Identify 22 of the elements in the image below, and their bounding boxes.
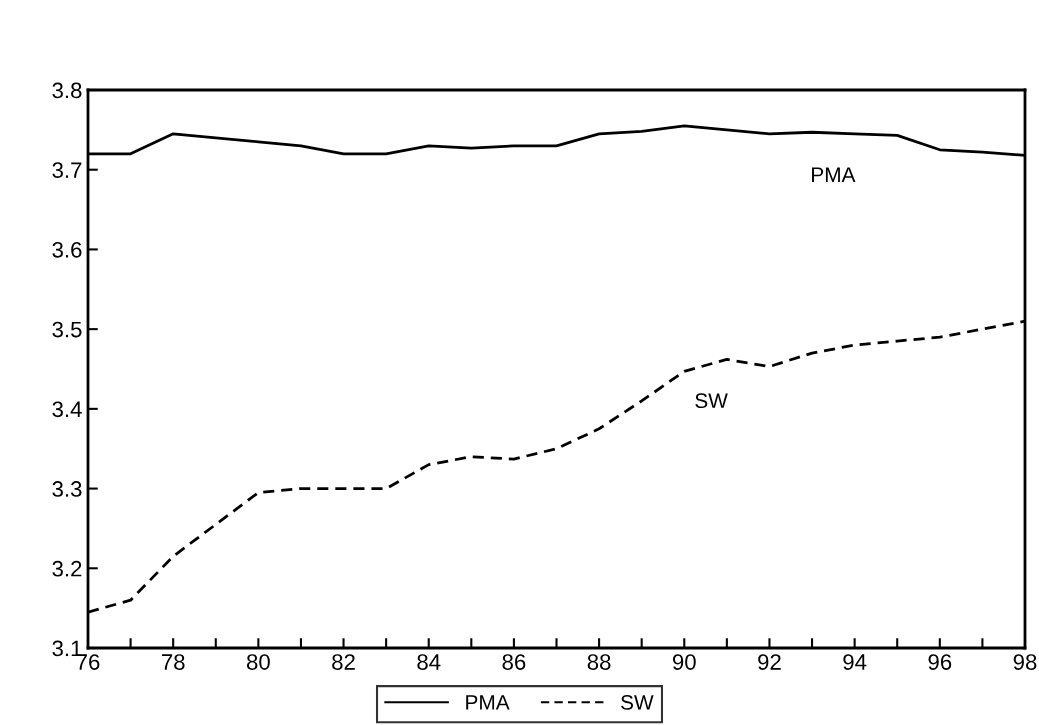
x-tick-label: 88 <box>587 654 611 670</box>
y-tick-label: 3.5 <box>52 321 82 338</box>
annotation: SW <box>695 393 728 409</box>
x-tick-label: 80 <box>246 654 270 670</box>
y-tick-label: 3.4 <box>52 401 82 418</box>
x-tick-label: 90 <box>672 654 696 670</box>
annotation: PMA <box>812 167 856 182</box>
legend-label: PMA <box>466 695 510 710</box>
x-tick-label: 98 <box>1013 654 1037 670</box>
y-tick-label: 3.2 <box>52 560 82 577</box>
x-tick-label: 86 <box>502 654 526 670</box>
x-tick-label: 78 <box>161 654 185 670</box>
x-tick-label: 84 <box>417 654 441 670</box>
x-tick-label: 82 <box>332 654 355 670</box>
x-tick-label: 92 <box>758 654 781 670</box>
x-tick-label: 94 <box>843 654 867 670</box>
y-tick-label: 3.7 <box>52 162 82 178</box>
y-tick-label: 3.8 <box>52 82 82 99</box>
y-tick-label: 3.6 <box>52 241 82 258</box>
x-tick-label: 96 <box>928 654 952 670</box>
y-tick-label: 3.3 <box>52 481 82 497</box>
legend-label: SW <box>621 695 654 710</box>
